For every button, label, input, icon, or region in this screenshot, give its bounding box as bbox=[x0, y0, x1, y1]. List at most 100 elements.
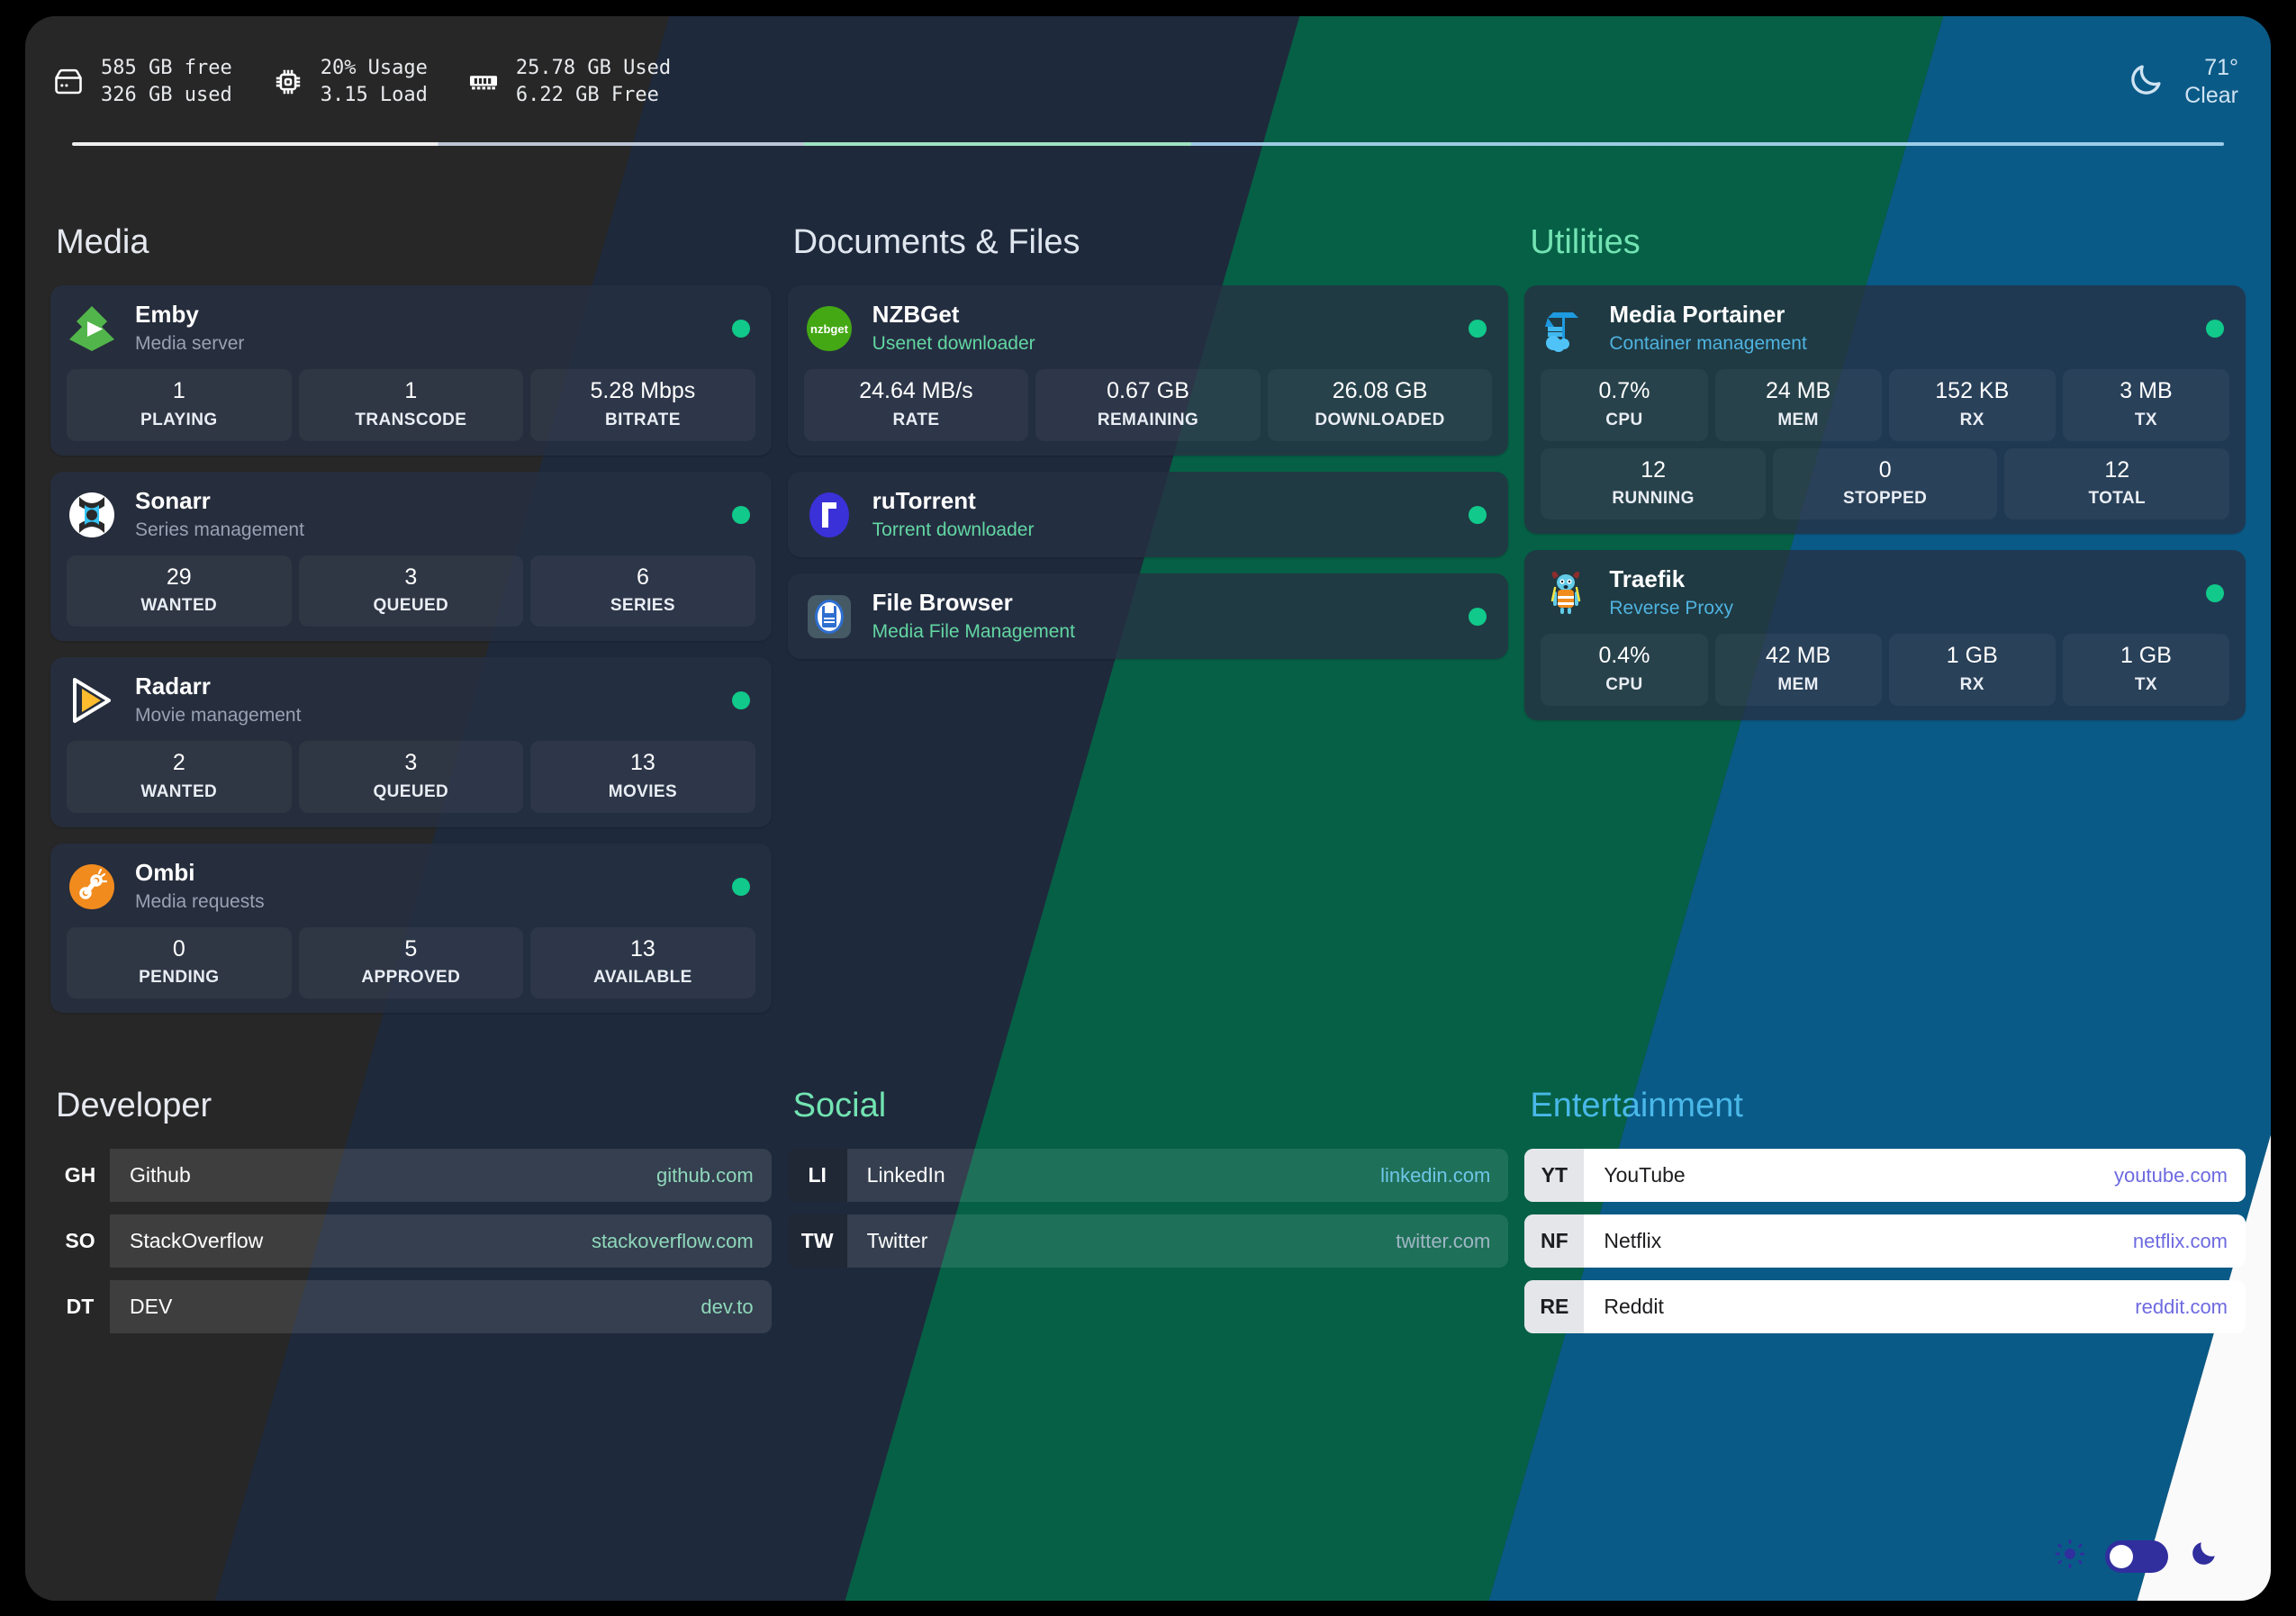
bookmark-url: youtube.com bbox=[2114, 1163, 2228, 1187]
portainer-icon bbox=[1541, 303, 1591, 354]
stat-tx: 3 MB TX bbox=[2062, 369, 2230, 441]
stat-value: 3 bbox=[404, 564, 418, 590]
stat-running: 12 RUNNING bbox=[1541, 447, 1766, 519]
service-desc: Reverse Proxy bbox=[1609, 598, 1734, 619]
service-card-rutorrent[interactable]: ruTorrent Torrent downloader bbox=[787, 471, 1509, 557]
stat-value: 0.7% bbox=[1598, 378, 1650, 403]
status-badge-online bbox=[2206, 584, 2225, 602]
bookmark-netflix[interactable]: NF Netflix netflix.com bbox=[1524, 1214, 2246, 1268]
stat-value: 152 KB bbox=[1935, 378, 2010, 403]
service-desc: Usenet downloader bbox=[872, 333, 1035, 355]
column-media: Media Emby Medi bbox=[50, 196, 772, 1029]
stat-value: 3 bbox=[404, 750, 418, 775]
status-badge-online bbox=[1469, 320, 1487, 338]
service-meta: ruTorrent Torrent downloader bbox=[872, 487, 1451, 541]
service-name: Traefik bbox=[1609, 565, 1686, 593]
service-stats: 2 WANTED 3 QUEUED 13 MOVIES bbox=[67, 741, 755, 813]
bookmark-dev[interactable]: DT DEV dev.to bbox=[50, 1280, 772, 1333]
bookmark-twitter[interactable]: TW Twitter twitter.com bbox=[787, 1214, 1509, 1268]
moon-icon bbox=[2127, 61, 2165, 104]
stat-value: 1 GB bbox=[1946, 643, 1998, 668]
bookmark-url: github.com bbox=[656, 1163, 754, 1187]
stat-label: STOPPED bbox=[1843, 489, 1928, 508]
column-utilities: Utilities bbox=[1524, 196, 2246, 1029]
bookmark-url: stackoverflow.com bbox=[591, 1229, 754, 1252]
rutorrent-icon bbox=[804, 490, 854, 540]
stat-queued: 3 QUEUED bbox=[298, 555, 524, 627]
column-documents: Documents & Files nzbget NZBGet bbox=[787, 196, 1509, 1029]
bookmark-reddit[interactable]: RE Reddit reddit.com bbox=[1524, 1280, 2246, 1333]
stat-value: 13 bbox=[630, 935, 655, 961]
bookmark-name: StackOverflow bbox=[130, 1229, 264, 1252]
service-meta: Sonarr Series management bbox=[135, 487, 714, 541]
stat-label: PLAYING bbox=[140, 410, 218, 429]
dashboard-window: 585 GB free 326 GB used 20% Usage 3.15 Loa… bbox=[25, 16, 2271, 1601]
service-meta: File Browser Media File Management bbox=[872, 588, 1451, 643]
bookmark-youtube[interactable]: YT YouTube youtube.com bbox=[1524, 1149, 2246, 1202]
service-name: File Browser bbox=[872, 588, 1013, 616]
theme-toggle-switch[interactable] bbox=[2105, 1539, 2168, 1573]
stat-label: CPU bbox=[1605, 674, 1643, 694]
bookmark-name: Reddit bbox=[1604, 1295, 1664, 1318]
service-card-sonarr[interactable]: Sonarr Series management 29 WANTED bbox=[50, 471, 772, 641]
bookmark-url: netflix.com bbox=[2132, 1229, 2228, 1252]
stat-series: 6 SERIES bbox=[530, 555, 755, 627]
stat-remaining: 0.67 GB REMAINING bbox=[1035, 369, 1261, 441]
bookmark-url: linkedin.com bbox=[1380, 1163, 1491, 1187]
stat-pending: 0 PENDING bbox=[67, 926, 292, 998]
stat-label: TRANSCODE bbox=[355, 410, 467, 429]
service-card-nzbget[interactable]: nzbget NZBGet Usenet downloader 24 bbox=[787, 285, 1509, 456]
nzbget-icon: nzbget bbox=[804, 303, 854, 354]
stat-downloaded: 26.08 GB DOWNLOADED bbox=[1267, 369, 1493, 441]
service-card-radarr[interactable]: Radarr Movie management 2 WANTED 3 bbox=[50, 657, 772, 827]
stat-label: PENDING bbox=[139, 968, 220, 987]
stat-movies: 13 MOVIES bbox=[530, 741, 755, 813]
stat-value: 1 GB bbox=[2120, 643, 2172, 668]
stat-approved: 5 APPROVED bbox=[298, 926, 524, 998]
bookmark-name: LinkedIn bbox=[866, 1163, 945, 1187]
theme-toggle-knob[interactable] bbox=[2110, 1544, 2133, 1568]
service-columns: Media Emby Medi bbox=[50, 196, 2246, 1029]
system-info-group: 585 GB free 326 GB used 20% Usage 3.15 Loa… bbox=[50, 55, 671, 109]
stat-label: DOWNLOADED bbox=[1315, 410, 1445, 429]
section-title-utilities: Utilities bbox=[1530, 223, 1641, 261]
service-desc: Movie management bbox=[135, 705, 302, 727]
stat-playing: 1 PLAYING bbox=[67, 369, 292, 441]
service-card-traefik[interactable]: Traefik Reverse Proxy 0.4% CPU 42 M bbox=[1524, 550, 2246, 720]
sun-icon[interactable] bbox=[2055, 1539, 2085, 1574]
ombi-icon bbox=[67, 862, 117, 912]
stat-value: 6 bbox=[636, 564, 649, 590]
bookmark-url: dev.to bbox=[701, 1295, 754, 1318]
service-name: Media Portainer bbox=[1609, 301, 1785, 329]
service-card-filebrowser[interactable]: File Browser Media File Management bbox=[787, 573, 1509, 659]
radarr-icon bbox=[67, 675, 117, 726]
bookmark-url: reddit.com bbox=[2135, 1295, 2228, 1318]
service-meta: Media Portainer Container management bbox=[1609, 302, 2188, 355]
service-card-ombi[interactable]: Ombi Media requests 0 PENDING 5 bbox=[50, 843, 772, 1013]
service-stats-secondary: 12 RUNNING 0 STOPPED 12 TOTAL bbox=[1541, 447, 2230, 519]
bookmark-stackoverflow[interactable]: SO StackOverflow stackoverflow.com bbox=[50, 1214, 772, 1268]
section-title-developer: Developer bbox=[56, 1087, 212, 1124]
stat-value: 24.64 MB/s bbox=[859, 378, 973, 403]
service-meta: Radarr Movie management bbox=[135, 673, 714, 727]
bookmark-github[interactable]: GH Github github.com bbox=[50, 1149, 772, 1202]
stat-value: 5.28 Mbps bbox=[590, 378, 696, 403]
stat-label: CPU bbox=[1605, 410, 1643, 429]
sysinfo-cpu-text: 20% Usage 3.15 Load bbox=[320, 57, 428, 106]
service-stats: 24.64 MB/s RATE 0.67 GB REMAINING 26.08 … bbox=[803, 369, 1493, 441]
stat-cpu: 0.4% CPU bbox=[1541, 634, 1708, 706]
section-title-entertainment: Entertainment bbox=[1530, 1087, 1743, 1124]
theme-toggle-group[interactable] bbox=[2055, 1539, 2219, 1574]
section-title-documents: Documents & Files bbox=[792, 223, 1080, 261]
service-stats: 1 PLAYING 1 TRANSCODE 5.28 Mbps BITRATE bbox=[67, 369, 755, 441]
status-badge-online bbox=[731, 691, 750, 709]
bookmark-linkedin[interactable]: LI LinkedIn linkedin.com bbox=[787, 1149, 1509, 1202]
service-card-emby[interactable]: Emby Media server 1 PLAYING 1 bbox=[50, 285, 772, 456]
sonarr-icon bbox=[67, 490, 117, 540]
weather-widget[interactable]: 71° Clear bbox=[2127, 54, 2246, 110]
stat-value: 13 bbox=[630, 750, 655, 775]
service-name: Radarr bbox=[135, 673, 211, 700]
service-card-portainer[interactable]: Media Portainer Container management 0.7… bbox=[1524, 285, 2246, 534]
moon-icon[interactable] bbox=[2188, 1539, 2219, 1574]
